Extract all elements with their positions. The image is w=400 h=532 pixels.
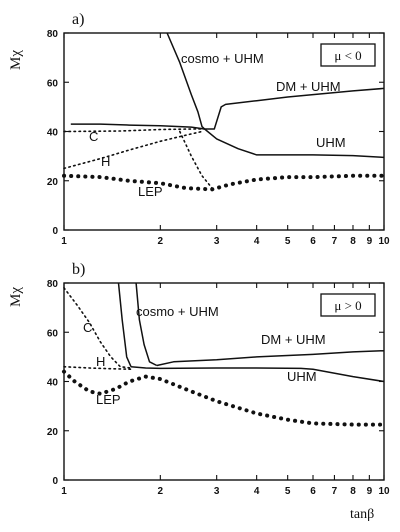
panel-b-ytick-label: 80 xyxy=(47,279,59,290)
panel-a-curves xyxy=(62,32,386,192)
panel-a-curve-cosmo-uhm xyxy=(166,32,206,130)
panel-b-annotation-c: C xyxy=(83,320,92,335)
panel-b-curve-lep xyxy=(62,369,386,427)
panel-a-annotation-cosmo-uhm: cosmo + UHM xyxy=(181,51,264,66)
panel-b-xtick-label: 4 xyxy=(254,486,260,497)
panel-b-curves xyxy=(62,282,386,427)
x-axis-label: tanβ xyxy=(350,507,374,522)
panel-a-ylabel-text: Mχ xyxy=(8,50,24,70)
panel-a-annotation-dm-uhm: DM + UHM xyxy=(276,79,341,94)
panel-a-xtick-label: 3 xyxy=(214,236,220,247)
panel-a-xtick-label: 9 xyxy=(367,236,373,247)
panel-b-ytick-label: 20 xyxy=(47,427,59,438)
panel-b-annotation-uhm: UHM xyxy=(287,369,317,384)
panel-b-ylabel-text: Mχ xyxy=(8,287,24,307)
panel-b-curve-uhm xyxy=(130,365,385,383)
panel-b-xtick-label: 5 xyxy=(285,486,291,497)
panel-b-mu-text: μ > 0 xyxy=(334,298,361,313)
panel-a-ytick-label: 20 xyxy=(47,177,59,188)
panel-b-curve-c xyxy=(63,287,132,369)
panel-a-curve-c xyxy=(63,128,206,133)
panel-a-curve-boundary-5 xyxy=(179,130,213,189)
panel-b-annotation-dm-uhm: DM + UHM xyxy=(261,332,326,347)
panel-b-xtick-label: 1 xyxy=(61,486,67,497)
panel-a-label: a) xyxy=(72,11,84,28)
panel-b-ytick-label: 0 xyxy=(52,476,58,487)
panel-b-ytick-label: 60 xyxy=(47,328,59,339)
panel-a-annotation-uhm: UHM xyxy=(316,135,346,150)
panel-a-curve-dm-uhm xyxy=(204,87,385,130)
panel-b-annotation-lep: LEP xyxy=(96,392,121,407)
panel-b-curve-dm-uhm xyxy=(156,349,385,367)
panel-b-ytick-label: 40 xyxy=(47,378,59,389)
panel-b: b) Mχ μ > 0 cosmo + UHM DM + UHM UHM C H… xyxy=(8,261,390,522)
panel-a-curve-uhm xyxy=(70,123,385,159)
panel-a-xtick-label: 7 xyxy=(332,236,338,247)
panel-b-xtick-label: 8 xyxy=(350,486,356,497)
panel-a-ytick-label: 80 xyxy=(47,29,59,40)
panel-b-annotation-cosmo-uhm: cosmo + UHM xyxy=(136,304,219,319)
panel-a-xtick-label: 6 xyxy=(310,236,316,247)
panel-a-mu-text: μ < 0 xyxy=(334,48,361,63)
panel-b-xtick-label: 2 xyxy=(158,486,164,497)
panel-a-curve-lep xyxy=(62,173,386,192)
panel-b-label: b) xyxy=(72,261,85,278)
panel-a-ylabel: Mχ xyxy=(8,50,24,70)
panel-b-curve-h xyxy=(63,365,132,370)
panel-b-ylabel: Mχ xyxy=(8,287,24,307)
panel-a-ytick-label: 40 xyxy=(47,128,59,139)
panel-a-xtick-label: 1 xyxy=(61,236,67,247)
panel-a-ticks: 1 2 3 4 5 6 7 8 9 10 0 20 40 60 80 xyxy=(47,29,390,247)
panel-a-xtick-label: 5 xyxy=(285,236,291,247)
panel-b-mu-box xyxy=(320,293,376,317)
panel-a-mu-box xyxy=(320,43,376,67)
panel-b-xtick-label: 3 xyxy=(214,486,220,497)
panel-b-curve-boundary-1 xyxy=(135,282,158,367)
panel-a-curve-h xyxy=(63,130,203,170)
panel-a-xtick-label: 4 xyxy=(254,236,260,247)
panel-b-xtick-label: 9 xyxy=(367,486,373,497)
panel-a-ytick-label: 60 xyxy=(47,78,59,89)
panel-a-annotation-lep: LEP xyxy=(138,184,163,199)
panel-a-annotation-h: H xyxy=(101,154,110,169)
panel-b-annotation-h: H xyxy=(96,354,105,369)
panel-a-xtick-label: 2 xyxy=(158,236,164,247)
panel-b-xtick-label: 6 xyxy=(310,486,316,497)
panel-a-annotation-c: C xyxy=(89,129,98,144)
panel-b-ticks: 1 2 3 4 5 6 7 8 9 10 0 20 40 60 80 xyxy=(47,279,390,497)
panel-b-xtick-label: 10 xyxy=(378,486,390,497)
panel-a: a) Mχ μ < 0 cosmo + UHM DM + UHM UHM C H… xyxy=(8,11,390,247)
panel-a-ytick-label: 0 xyxy=(52,226,58,237)
panel-b-curve-cosmo-uhm xyxy=(117,282,132,368)
panel-a-xtick-label: 10 xyxy=(378,236,390,247)
panel-a-xtick-label: 8 xyxy=(350,236,356,247)
panel-b-xtick-label: 7 xyxy=(332,486,338,497)
